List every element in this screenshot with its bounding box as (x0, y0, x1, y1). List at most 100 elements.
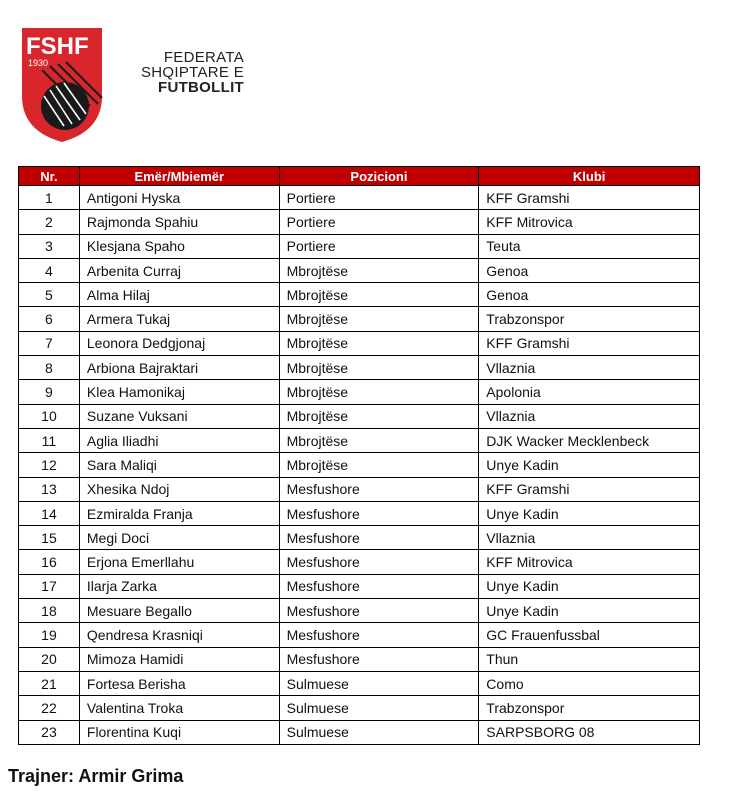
player-club: Vllaznia (478, 403, 700, 429)
table-row: 1 Antigoni Hyska Portiere KFF Gramshi (18, 184, 700, 211)
federation-line-2: SHQIPTARE E (140, 64, 244, 81)
player-club: Trabzonspor (478, 695, 700, 721)
table-row: 10 Suzane Vuksani Mbrojtëse Vllaznia (18, 403, 700, 429)
row-number: 21 (18, 670, 80, 697)
player-position: Portiere (278, 209, 480, 235)
column-header: Pozicioni (278, 166, 480, 186)
federation-line-1: FEDERATA (163, 49, 244, 66)
player-name: Leonora Dedgjonaj (78, 330, 280, 357)
player-position: Mbrojtëse (278, 282, 480, 308)
table-row: 19 Qendresa Krasniqi Mesfushore GC Frauenfu… (18, 622, 700, 648)
table-row: 13 Xhesika Ndoj Mesfushore KFF Gramshi (18, 476, 700, 502)
player-name: Valentina Troka (78, 695, 280, 721)
table-row: 17 Ilarja Zarka Mesfushore Unye Kadin (18, 573, 700, 600)
player-position: Mbrojtëse (278, 355, 480, 381)
player-club: Thun (478, 646, 700, 672)
player-name: Alma Hilaj (78, 282, 280, 308)
row-number: 1 (18, 184, 80, 211)
table-row: 8 Arbiona Bajraktari Mbrojtëse Vllaznia (18, 355, 700, 381)
table-row: 3 Klesjana Spaho Portiere Teuta (18, 233, 700, 259)
row-number: 11 (18, 427, 80, 454)
player-position: Mesfushore (278, 500, 480, 527)
federation-line-3: FUTBOLLIT (157, 79, 244, 96)
row-number: 5 (18, 282, 80, 308)
player-position: Mesfushore (278, 573, 480, 600)
player-club: Unye Kadin (478, 573, 700, 600)
player-club: Genoa (478, 257, 700, 284)
player-club: GC Frauenfussbal (478, 622, 700, 648)
player-club: Vllaznia (478, 355, 700, 381)
player-name: Erjona Emerllahu (78, 549, 280, 575)
table-row: 9 Klea Hamonikaj Mbrojtëse Apolonia (18, 379, 700, 405)
player-name: Arbenita Curraj (78, 257, 280, 284)
row-number: 6 (18, 306, 80, 332)
player-name: Xhesika Ndoj (78, 476, 280, 502)
row-number: 4 (18, 257, 80, 284)
fshf-logo: FSHF 1930 (22, 28, 103, 142)
player-position: Mbrojtëse (278, 452, 480, 478)
player-club: Apolonia (478, 379, 700, 405)
row-number: 17 (18, 573, 80, 600)
player-position: Mesfushore (278, 646, 480, 672)
row-number: 20 (18, 646, 80, 672)
player-club: DJK Wacker Mecklenbeck (478, 427, 700, 454)
table-row: 20 Mimoza Hamidi Mesfushore Thun (18, 646, 700, 672)
player-club: Como (478, 670, 700, 697)
player-name: Klea Hamonikaj (78, 379, 280, 405)
player-club: Trabzonspor (478, 306, 700, 332)
row-number: 22 (18, 695, 80, 721)
player-club: KFF Gramshi (478, 476, 700, 502)
player-name: Qendresa Krasniqi (78, 622, 280, 648)
player-club: SARPSBORG 08 (478, 719, 700, 745)
table-row: 22 Valentina Troka Sulmuese Trabzonspor (18, 695, 700, 721)
player-club: KFF Mitrovica (478, 549, 700, 575)
table-row: 15 Megi Doci Mesfushore Vllaznia (18, 525, 700, 551)
column-header: Emër/Mbiemër (78, 166, 280, 186)
row-number: 7 (18, 330, 80, 357)
player-position: Mbrojtëse (278, 403, 480, 429)
player-name: Sara Maliqi (78, 452, 280, 478)
row-number: 2 (18, 209, 80, 235)
player-club: Unye Kadin (478, 598, 700, 624)
table-row: 16 Erjona Emerllahu Mesfushore KFF Mitrovic… (18, 549, 700, 575)
svg-text:FSHF: FSHF (26, 33, 89, 60)
table-row: 21 Fortesa Berisha Sulmuese Como (18, 670, 700, 697)
row-number: 8 (18, 355, 80, 381)
trainer-name: Trajner: Armir Grima (8, 766, 184, 786)
table-row: 14 Ezmiralda Franja Mesfushore Unye Kadin (18, 500, 700, 527)
table-row: 12 Sara Maliqi Mbrojtëse Unye Kadin (18, 452, 700, 478)
row-number: 16 (18, 549, 80, 575)
player-position: Mesfushore (278, 622, 480, 648)
table-row: 2 Rajmonda Spahiu Portiere KFF Mitrovica (18, 209, 700, 235)
column-header: Klubi (478, 166, 700, 186)
player-position: Sulmuese (278, 695, 480, 721)
player-club: KFF Mitrovica (478, 209, 700, 235)
federation-name: FEDERATA SHQIPTARE E FUTBOLLIT (126, 50, 244, 95)
player-name: Armera Tukaj (78, 306, 280, 332)
player-name: Florentina Kuqi (78, 719, 280, 745)
row-number: 13 (18, 476, 80, 502)
table-row: 6 Armera Tukaj Mbrojtëse Trabzonspor (18, 306, 700, 332)
table-header: Nr. Emër/Mbiemër Pozicioni Klubi (18, 166, 700, 186)
row-number: 9 (18, 379, 80, 405)
column-header: Nr. (18, 166, 80, 186)
table-row: 18 Mesuare Begallo Mesfushore Unye Kadin (18, 598, 700, 624)
player-club: Genoa (478, 282, 700, 308)
player-name: Ezmiralda Franja (78, 500, 280, 527)
player-position: Mesfushore (278, 476, 480, 502)
player-name: Klesjana Spaho (78, 233, 280, 259)
player-position: Portiere (278, 184, 480, 211)
player-position: Sulmuese (278, 670, 480, 697)
player-position: Mesfushore (278, 549, 480, 575)
player-name: Aglia Iliadhi (78, 427, 280, 454)
player-position: Mbrojtëse (278, 330, 480, 357)
player-name: Rajmonda Spahiu (78, 209, 280, 235)
squad-table: Nr. Emër/Mbiemër Pozicioni Klubi 1 Antigoni … (18, 166, 700, 745)
player-club: Unye Kadin (478, 452, 700, 478)
table-row: 5 Alma Hilaj Mbrojtëse Genoa (18, 282, 700, 308)
row-number: 10 (18, 403, 80, 429)
player-name: Arbiona Bajraktari (78, 355, 280, 381)
table-row: 4 Arbenita Curraj Mbrojtëse Genoa (18, 257, 700, 284)
player-name: Mesuare Begallo (78, 598, 280, 624)
svg-text:1930: 1930 (28, 58, 48, 68)
